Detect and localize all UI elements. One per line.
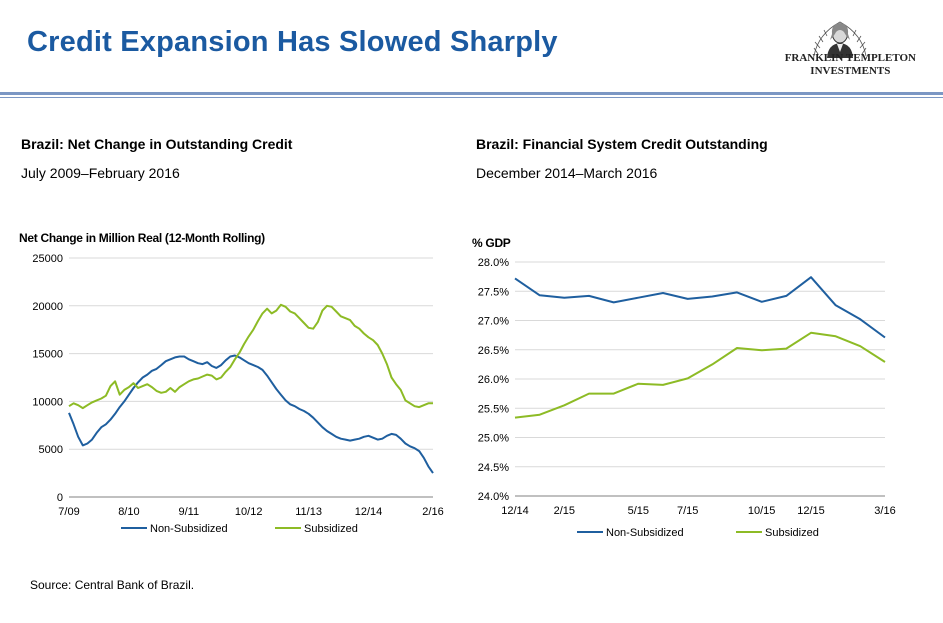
right-chart-x-tick-label: 12/15 bbox=[797, 505, 825, 517]
left-chart-series-line-non-subsidized bbox=[68, 354, 434, 474]
left-chart-x-tick-label: 2/16 bbox=[422, 506, 443, 518]
credit-outstanding-gdp-chart: 24.0% 24.5% 25.0% 25.5% 26.0% 26.5% 27.0% 27.5%… bbox=[478, 257, 896, 539]
left-chart-title: Brazil: Net Change in Outstanding Credit bbox=[21, 136, 293, 152]
left-chart-y-axis-title: Net Change in Million Real (12-Month Rol… bbox=[19, 231, 265, 245]
left-chart-y-tick-label: 15000 bbox=[32, 349, 63, 361]
right-chart-y-tick-label: 26.5% bbox=[478, 345, 509, 357]
right-chart-x-tick-label: 12/14 bbox=[501, 505, 529, 517]
right-chart-y-tick-label: 28.0% bbox=[478, 257, 509, 269]
left-chart-y-tick-label: 20000 bbox=[32, 301, 63, 313]
left-chart-y-tick-label: 25000 bbox=[32, 253, 63, 265]
left-chart-x-tick-label: 11/13 bbox=[295, 506, 322, 518]
right-chart-series-line-non-subsidized bbox=[514, 276, 886, 339]
right-chart-y-tick-label: 27.0% bbox=[478, 316, 509, 328]
right-chart-x-tick-label: 5/15 bbox=[628, 505, 649, 517]
left-chart-legend-label: Non-Subsidized bbox=[150, 523, 228, 535]
right-chart-y-tick-label: 25.5% bbox=[478, 403, 509, 415]
left-chart-y-tick-label: 5000 bbox=[39, 444, 63, 456]
right-chart-legend-label: Non-Subsidized bbox=[606, 527, 684, 539]
right-chart-legend-label: Subsidized bbox=[765, 527, 819, 539]
left-chart-y-tick-label: 10000 bbox=[32, 396, 63, 408]
right-chart-title: Brazil: Financial System Credit Outstand… bbox=[476, 136, 768, 152]
left-chart-x-tick-label: 12/14 bbox=[355, 506, 383, 518]
left-chart-series-line-subsidized bbox=[68, 303, 433, 410]
right-chart-x-tick-label: 10/15 bbox=[748, 505, 776, 517]
logo-line-2: INVESTMENTS bbox=[810, 65, 891, 77]
franklin-portrait-logo bbox=[810, 14, 870, 63]
right-chart-y-tick-label: 27.5% bbox=[478, 286, 509, 298]
left-chart-legend-label: Subsidized bbox=[304, 523, 358, 535]
right-chart-y-tick-label: 24.5% bbox=[478, 462, 509, 474]
page-title: Credit Expansion Has Slowed Sharply bbox=[27, 26, 558, 58]
net-change-credit-chart: 0 5000 10000 15000 20000 25000 7/09 8/10 9/11 10/… bbox=[32, 253, 443, 535]
logo-line-1: FRANKLIN TEMPLETON bbox=[784, 52, 916, 64]
right-chart-x-tick-label: 2/15 bbox=[554, 505, 575, 517]
left-chart-y-tick-label: 0 bbox=[57, 492, 63, 504]
company-logo-text: FRANKLIN TEMPLETON INVESTMENTS bbox=[785, 52, 916, 78]
right-chart-x-tick-label: 3/16 bbox=[874, 505, 895, 517]
left-chart-subtitle: July 2009–February 2016 bbox=[21, 165, 180, 181]
right-chart-x-tick-label: 7/15 bbox=[677, 505, 698, 517]
right-chart-series-line-subsidized bbox=[514, 331, 886, 419]
left-chart-x-tick-label: 9/11 bbox=[179, 506, 200, 518]
right-chart-subtitle: December 2014–March 2016 bbox=[476, 165, 658, 181]
right-chart-y-tick-label: 24.0% bbox=[478, 491, 509, 503]
left-chart-x-tick-label: 8/10 bbox=[118, 506, 139, 518]
right-chart-y-tick-label: 26.0% bbox=[478, 374, 509, 386]
right-chart-y-axis-title: % GDP bbox=[472, 236, 511, 250]
right-chart-y-tick-label: 25.0% bbox=[478, 433, 509, 445]
left-chart-x-tick-label: 10/12 bbox=[235, 506, 263, 518]
header-rule-thin bbox=[0, 97, 943, 98]
source-note: Source: Central Bank of Brazil. bbox=[30, 578, 195, 592]
header-rule-thick bbox=[0, 92, 943, 95]
left-chart-x-tick-label: 7/09 bbox=[58, 506, 79, 518]
